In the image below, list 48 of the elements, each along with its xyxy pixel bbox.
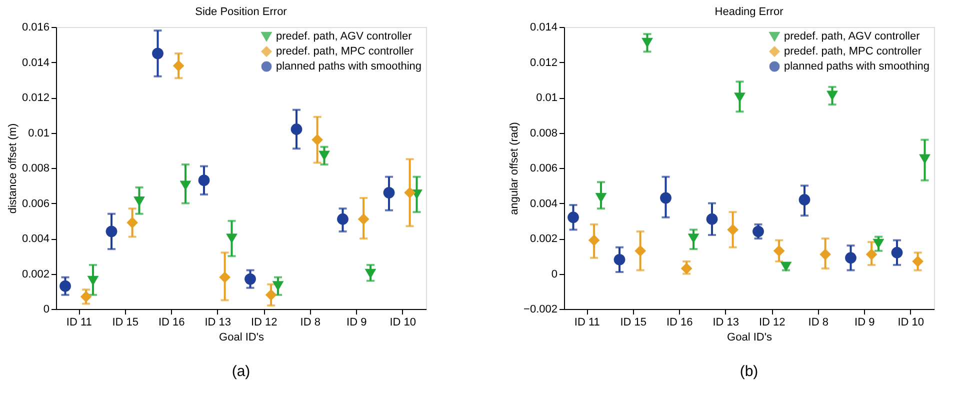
y-axis-title: distance offset (m) bbox=[6, 123, 19, 214]
legend-label: planned paths with smoothing bbox=[276, 60, 422, 72]
y-tick-label: −0.002 bbox=[524, 304, 558, 316]
y-tick-label: 0.006 bbox=[530, 162, 558, 174]
legend-label: predef. path, AGV controller bbox=[784, 30, 920, 42]
x-tick-label: ID 13 bbox=[204, 316, 232, 328]
x-tick-label: ID 16 bbox=[666, 316, 693, 328]
text: (b) bbox=[740, 363, 758, 380]
x-axis-title: Goal ID's bbox=[219, 332, 264, 344]
y-tick-label: 0.004 bbox=[22, 233, 50, 245]
x-axis-title: Goal ID's bbox=[727, 332, 772, 344]
legend-label: predef. path, AGV controller bbox=[276, 30, 412, 42]
y-tick-label: 0 bbox=[551, 268, 558, 280]
x-tick-label: ID 12 bbox=[250, 316, 278, 328]
y-tick-label: 0.014 bbox=[530, 22, 558, 34]
y-tick-label: 0.016 bbox=[22, 22, 50, 34]
x-tick-label: ID 15 bbox=[112, 316, 139, 328]
y-tick-label: 0.008 bbox=[530, 127, 558, 140]
y-tick-label: 0 bbox=[43, 304, 50, 316]
y-tick-label: 0.004 bbox=[530, 198, 558, 210]
text: (a) bbox=[232, 363, 250, 380]
y-tick-label: 0.01 bbox=[536, 92, 558, 104]
x-tick-label: ID 16 bbox=[158, 316, 185, 328]
chart-title: Heading Error bbox=[714, 6, 784, 18]
y-tick-label: 0.012 bbox=[22, 92, 50, 104]
y-tick-label: 0.002 bbox=[530, 233, 558, 245]
x-tick-label: ID 12 bbox=[758, 316, 786, 328]
legend-label: predef. path, MPC controller bbox=[276, 46, 414, 58]
y-tick-label: 0.01 bbox=[28, 127, 50, 140]
x-tick-label: ID 9 bbox=[346, 316, 367, 328]
x-tick-label: ID 11 bbox=[66, 316, 92, 328]
y-tick-label: 0.012 bbox=[530, 56, 558, 69]
legend-label: planned paths with smoothing bbox=[784, 60, 930, 72]
chart-title: Side Position Error bbox=[195, 6, 288, 18]
x-tick-label: ID 10 bbox=[390, 316, 416, 328]
x-tick-label: ID 8 bbox=[808, 316, 828, 328]
x-tick-label: ID 9 bbox=[854, 316, 875, 328]
x-tick-label: ID 13 bbox=[712, 316, 740, 328]
y-axis-title: angular offset (rad) bbox=[508, 122, 521, 215]
x-tick-label: ID 8 bbox=[300, 316, 320, 328]
x-tick-label: ID 15 bbox=[620, 316, 647, 328]
legend-label: predef. path, MPC controller bbox=[784, 46, 922, 58]
y-tick-label: 0.008 bbox=[22, 162, 50, 174]
y-tick-label: 0.002 bbox=[22, 268, 50, 280]
x-tick-label: ID 10 bbox=[898, 316, 924, 328]
y-tick-label: 0.014 bbox=[22, 56, 50, 69]
x-tick-label: ID 11 bbox=[574, 316, 600, 328]
y-tick-label: 0.006 bbox=[22, 198, 50, 210]
